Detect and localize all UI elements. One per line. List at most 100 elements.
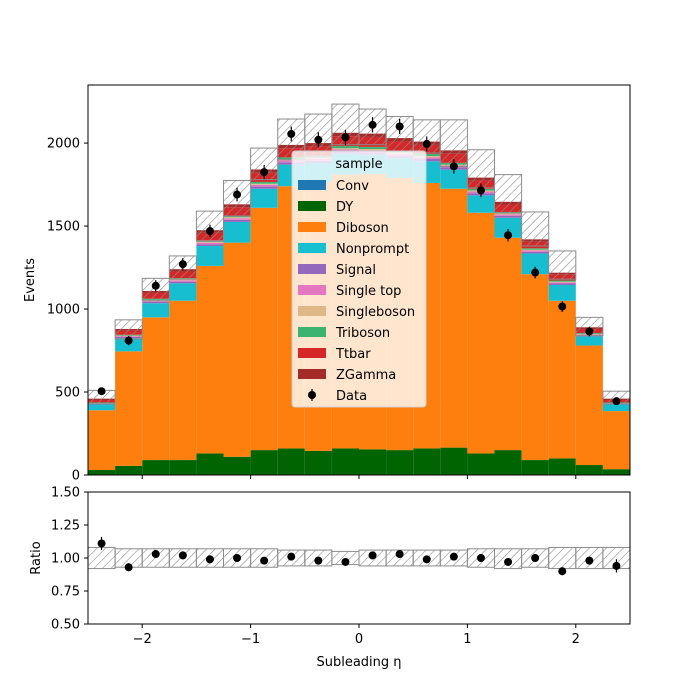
ratio-point (97, 539, 106, 548)
data-point (287, 129, 296, 138)
bar (331, 148, 359, 150)
bar (575, 465, 603, 475)
data-point (585, 327, 594, 336)
data-point (422, 139, 431, 148)
bar (277, 160, 305, 163)
ratio-point (476, 554, 485, 562)
bar (331, 146, 359, 149)
ratio-point (314, 556, 323, 565)
bar (250, 450, 278, 475)
bar (521, 460, 549, 475)
legend-swatch (298, 306, 326, 316)
ratio-y-tick-label: 1.00 (51, 552, 80, 567)
data-point (124, 336, 133, 345)
series-dy (88, 447, 630, 475)
ratio-point (124, 563, 133, 572)
legend-label: Single top (336, 284, 401, 299)
bar (359, 149, 387, 151)
ratio-panel: 0.50 0.75 1.00 1.25 1.50 −2 −1 0 1 2 Subleading η R… (29, 486, 631, 670)
ratio-point (531, 554, 540, 562)
x-tick-label: 1 (463, 632, 471, 647)
ratio-y-tick-label: 0.75 (51, 585, 80, 600)
ratio-point (151, 550, 160, 559)
bar (440, 447, 468, 475)
data-point (314, 135, 323, 144)
ratio-point (233, 554, 242, 562)
ratio-point (205, 555, 214, 564)
legend-item: Singleboson (298, 305, 415, 320)
ratio-point (585, 556, 594, 565)
data-point (368, 120, 377, 129)
bar (250, 183, 278, 185)
bar (494, 214, 522, 216)
mc-uncertainty-band (88, 103, 630, 405)
legend-swatch (298, 222, 326, 232)
bar (169, 300, 197, 461)
bar (521, 248, 549, 250)
ratio-band-bin (548, 546, 577, 570)
legend-label: Triboson (335, 326, 390, 341)
ratio-point (422, 555, 431, 564)
legend-label: Data (336, 389, 367, 404)
bar (413, 157, 441, 160)
bar (602, 469, 630, 475)
bar (277, 448, 305, 475)
data-point (612, 397, 621, 406)
data-point (449, 162, 458, 171)
ratio-band-bin (88, 546, 116, 570)
bar (196, 241, 224, 243)
bar (521, 249, 549, 251)
uncertainty-bin (521, 211, 550, 247)
ratio-point (260, 556, 269, 565)
legend-swatch (298, 201, 326, 211)
legend-item: Conv (298, 179, 369, 194)
uncertainty-bin (494, 174, 523, 214)
bar (467, 453, 495, 475)
ratio-point (341, 557, 350, 566)
bar (88, 410, 116, 471)
bar (602, 411, 630, 470)
legend-item: Nonprompt (298, 242, 409, 257)
x-tick-label: 0 (355, 632, 363, 647)
ratio-point (287, 552, 296, 561)
bar (250, 184, 278, 187)
bar (142, 317, 170, 461)
legend-label: Diboson (336, 221, 389, 236)
data-point (151, 281, 160, 290)
bar (223, 217, 251, 219)
bar (223, 456, 251, 475)
legend-label: Singleboson (336, 305, 415, 320)
x-tick-label: 2 (572, 632, 580, 647)
bar (196, 245, 224, 266)
bar (575, 345, 603, 466)
bar (196, 453, 224, 475)
ratio-point (612, 561, 621, 570)
ratio-point (558, 567, 567, 576)
bar (521, 253, 549, 275)
bar (196, 242, 224, 245)
data-point (531, 268, 540, 277)
bar (494, 215, 522, 218)
legend-swatch (298, 327, 326, 337)
legend-data-marker (308, 391, 316, 399)
bar (331, 149, 359, 152)
legend-label: Signal (336, 263, 376, 278)
bar (521, 250, 549, 252)
y-axis-label: Events (23, 258, 38, 302)
bar (494, 450, 522, 475)
legend-item: Triboson (298, 326, 390, 341)
legend-label: Ttbar (335, 347, 371, 362)
bar (521, 251, 549, 254)
bar (440, 188, 468, 448)
ratio-plot-area (88, 536, 630, 576)
data-point (233, 190, 242, 199)
x-tick-label: −2 (133, 632, 152, 647)
legend-item-data: Data (308, 389, 367, 404)
data-point (341, 133, 350, 142)
bar (115, 465, 143, 475)
bar (169, 279, 197, 281)
ratio-points (97, 536, 621, 576)
x-tick-label: −1 (241, 632, 260, 647)
bar (548, 280, 576, 282)
legend-box (291, 150, 427, 408)
